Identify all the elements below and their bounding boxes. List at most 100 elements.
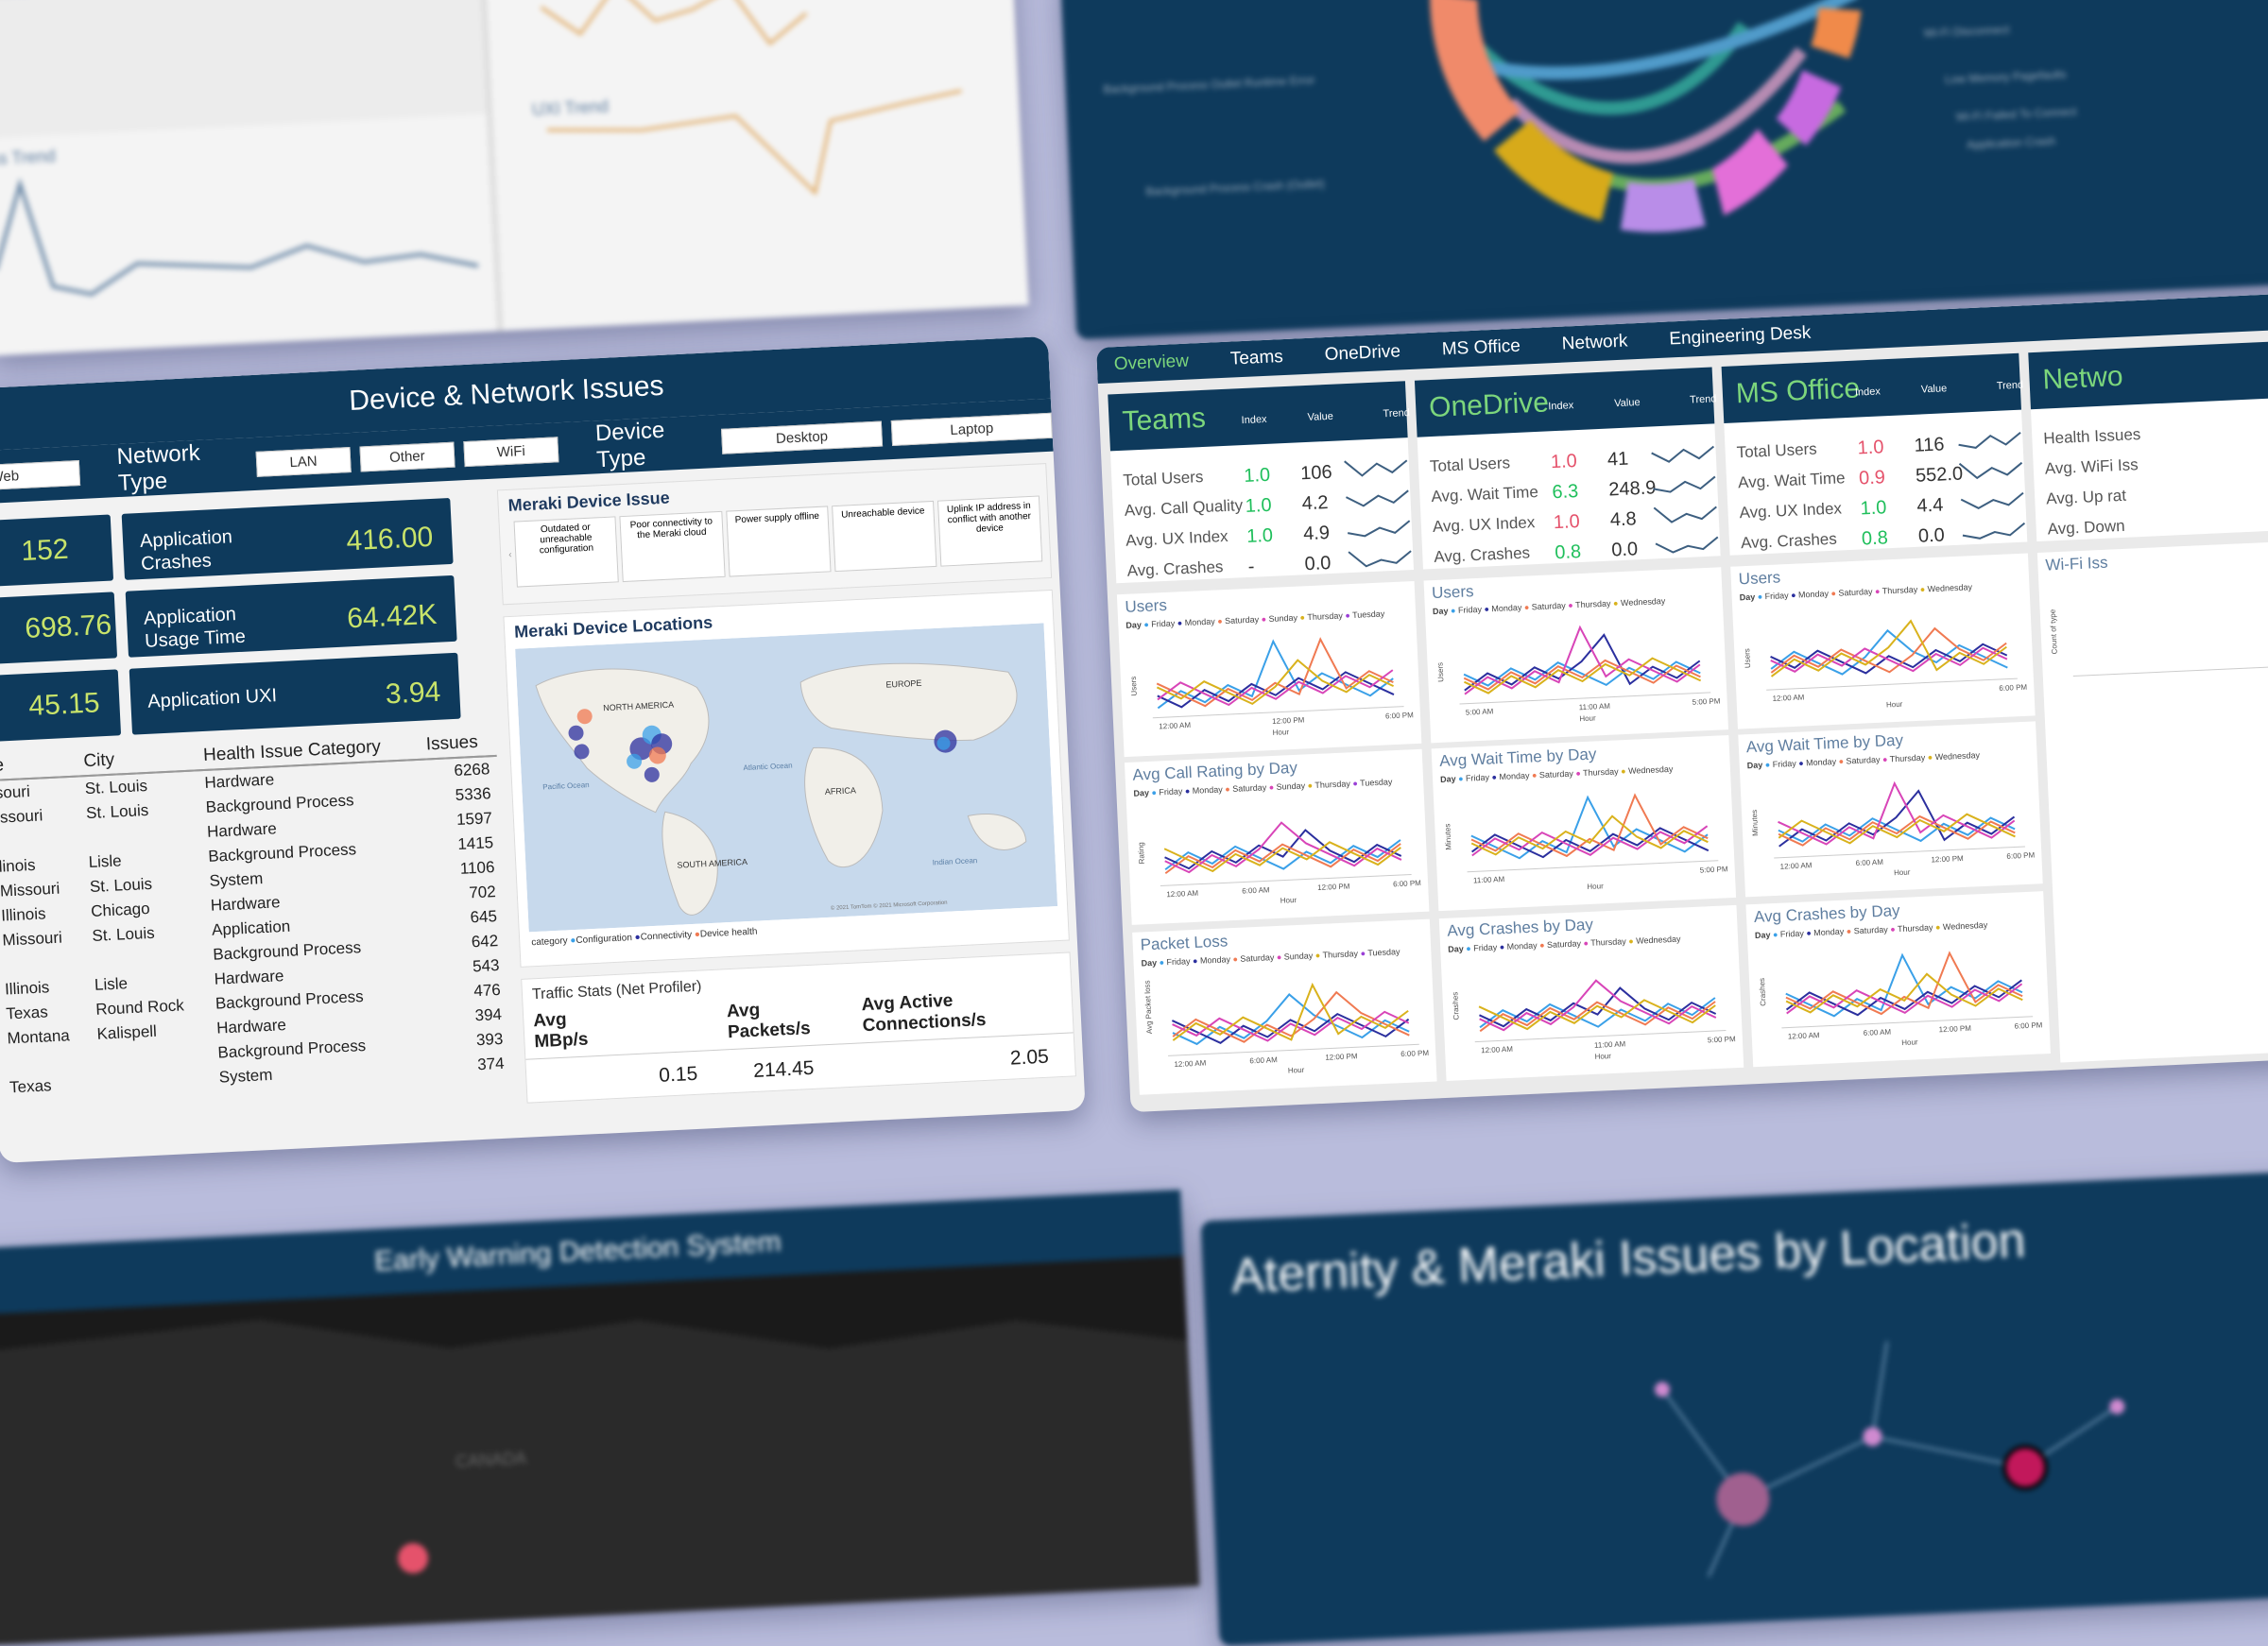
x-tick-label: 12:00 AM	[1772, 693, 1805, 703]
tab-onedrive[interactable]: OneDrive	[1324, 341, 1401, 366]
tab-overview[interactable]: Overview	[1113, 351, 1190, 375]
network-type-other[interactable]: Other	[359, 441, 455, 472]
x-tick-label: 6:00 AM	[1242, 885, 1270, 895]
meraki-issue-item[interactable]: Poor connectivity to the Meraki cloud	[619, 510, 726, 583]
legend-dot-icon: ●	[1762, 759, 1773, 770]
line-plot: Crashes 12:00 AM 6:00 AM 12:00 PM 6:00 PM Hou…	[1758, 951, 2043, 1047]
meraki-issue-item[interactable]: Outdated or unreachable configuration	[513, 516, 620, 588]
col-header-issues[interactable]: Issues	[418, 728, 497, 760]
legend-day: Thursday	[1314, 779, 1351, 790]
chart-avg-call-rating-by-day[interactable]: Avg Call Rating by Day Day ● Friday ● Mon…	[1124, 748, 1430, 925]
legend-dot-icon: ●	[1828, 588, 1839, 599]
metric-index: 1.0	[1550, 451, 1578, 473]
metric-label: Avg. Up rat	[2045, 486, 2127, 508]
chart-users[interactable]: Users Day ● Friday ● Monday ● Saturday ● …	[1423, 567, 1729, 744]
series-line	[1470, 814, 1709, 856]
legend-dot-icon: ●	[1448, 605, 1459, 616]
map-marker[interactable]	[648, 746, 666, 764]
series-line	[1157, 671, 1395, 709]
series-line	[1471, 825, 1709, 857]
map-marker[interactable]	[576, 709, 593, 725]
x-tick-label: 5:00 AM	[1466, 707, 1494, 716]
line-plot: Count of type	[2049, 609, 2268, 677]
legend-day: Saturday	[1240, 952, 1275, 964]
legend-dot-icon: ●	[1229, 953, 1241, 965]
device-type-laptop[interactable]: Laptop	[890, 412, 1053, 446]
chevron-left-icon[interactable]: ‹	[507, 549, 512, 560]
legend-day: Wednesday	[1627, 763, 1674, 776]
metric-index: 1.0	[1246, 524, 1274, 547]
chart-users[interactable]: Users Day ● Friday ● Monday ● Saturday ● …	[1116, 580, 1422, 758]
section-title[interactable]: Teams Index Value Trend	[1108, 381, 1410, 452]
section-title[interactable]: Netwo	[2028, 338, 2268, 410]
tab-network[interactable]: Network	[1561, 331, 1628, 354]
metric-value: 106	[1299, 461, 1333, 485]
series-line	[1163, 841, 1401, 873]
y-axis-label: Rating	[1137, 842, 1146, 865]
trend-sparkline	[1960, 491, 2024, 509]
metric-label: Avg. UX Index	[1125, 526, 1228, 550]
x-tick-label: 6:00 PM	[1393, 879, 1422, 888]
x-tick-label: 6:00 PM	[2014, 1020, 2043, 1030]
series-line	[1464, 625, 1701, 695]
section-title[interactable]: OneDrive Index Value Trend	[1414, 367, 1717, 437]
network-type-lan[interactable]: LAN	[255, 446, 352, 477]
meraki-issue-item[interactable]: Unreachable device	[831, 500, 937, 573]
y-axis-label: Users	[1743, 648, 1752, 668]
legend-day: Monday	[1506, 940, 1538, 952]
legend-dot-icon: ●	[1313, 950, 1323, 961]
chart-avg-wait-time-by-day[interactable]: Avg Wait Time by Day Day ● Friday ● Monda…	[1431, 735, 1737, 912]
column-header: Index	[1241, 413, 1267, 427]
map-marker[interactable]	[574, 744, 590, 760]
legend-day: Tuesday	[1351, 609, 1385, 620]
legend-dot-icon: ●	[1297, 612, 1308, 623]
issues-cell: 394	[474, 1004, 503, 1025]
network-type-wifi[interactable]: WiFi	[463, 436, 559, 467]
map-marker[interactable]	[568, 725, 584, 741]
metric-value: 41	[1606, 448, 1629, 471]
chart-avg-crashes-by-day[interactable]: Avg Crashes by Day Day ● Friday ● Monday …	[1438, 904, 1744, 1081]
line-plot: Minutes 12:00 AM 6:00 AM 12:00 PM 6:00 PM Hou…	[1750, 780, 2036, 877]
map-label-indian: Indian Ocean	[932, 856, 977, 866]
legend-day: Saturday	[1531, 600, 1567, 612]
chart-avg-wait-time-by-day[interactable]: Avg Wait Time by Day Day ● Friday ● Monda…	[1738, 721, 2043, 898]
meraki-issue-item[interactable]: Power supply offline	[725, 506, 832, 577]
chart-wi-fi-iss[interactable]: Wi-Fi Iss Count of type	[2036, 539, 2268, 1063]
state-cell: Texas	[9, 1076, 52, 1097]
series-line	[1478, 999, 1716, 1031]
device-type-desktop[interactable]: Desktop	[720, 420, 884, 454]
legend-day: Friday	[1166, 956, 1191, 968]
map-label-atlantic: Atlantic Ocean	[743, 762, 792, 773]
legend-dot-icon: ●	[1844, 926, 1854, 936]
trend-sparkline	[1346, 489, 1409, 507]
world-map[interactable]: NORTH AMERICA EUROPE AFRICA SOUTH AMERIC…	[515, 623, 1058, 933]
map-marker[interactable]	[644, 766, 660, 782]
chart-packet-loss[interactable]: Packet Loss Day ● Friday ● Monday ● Satur…	[1132, 918, 1437, 1095]
series-line	[1778, 780, 2016, 846]
section-title[interactable]: MS Office Index Value Trend	[1721, 352, 2023, 423]
aternity-meraki-card: Aternity & Meraki Issues by Location	[1200, 1170, 2268, 1646]
map-marker[interactable]	[627, 753, 643, 769]
network-type-label: Network Type	[116, 439, 201, 497]
summary-sections: Teams Index Value Trend Total Users 1.0 106 Avg…	[1098, 327, 2268, 584]
x-tick-label: 5:00 PM	[1692, 696, 1721, 706]
chart-title: Wi-Fi Iss	[2045, 553, 2108, 574]
issues-cell: 543	[472, 955, 500, 976]
legend-dot-icon: ●	[1463, 943, 1474, 954]
meraki-issue-item[interactable]: Uplink IP address in conflict with anoth…	[936, 495, 1043, 567]
x-axis-label: Hour	[1894, 867, 1911, 877]
tab-ms-office[interactable]: MS Office	[1441, 335, 1521, 360]
line-plot: Crashes 12:00 AM 11:00 AM 5:00 PM Hour	[1451, 979, 1736, 1061]
chart-avg-crashes-by-day[interactable]: Avg Crashes by Day Day ● Friday ● Monday …	[1745, 891, 2051, 1068]
tab-teams[interactable]: Teams	[1229, 347, 1284, 369]
map-marker[interactable]	[936, 736, 951, 750]
legend-day: Tuesday	[1367, 947, 1400, 958]
metric-index: 1.0	[1553, 510, 1581, 534]
chord-diagram	[1430, 0, 1862, 232]
trend-sparkline	[1653, 506, 1717, 523]
y-axis-label: Users	[1129, 676, 1139, 695]
tab-engineering-desk[interactable]: Engineering Desk	[1668, 322, 1812, 350]
issues-cell: 393	[475, 1029, 504, 1050]
chart-users[interactable]: Users Day ● Friday ● Monday ● Saturday ● …	[1730, 553, 2036, 729]
web-chip[interactable]: Web	[0, 459, 81, 490]
